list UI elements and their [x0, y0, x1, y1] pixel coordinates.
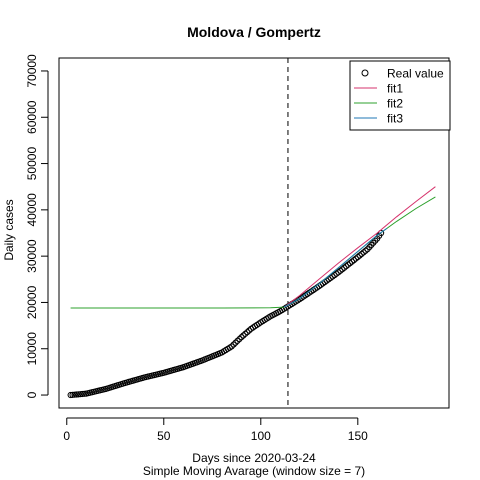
data-point-real-value: [67, 391, 74, 399]
data-point-real-value: [69, 391, 76, 398]
x-axis-label: Days since 2020-03-24: [192, 451, 316, 465]
legend-label-fit3: fit3: [387, 112, 403, 126]
data-point-real-value: [71, 391, 78, 398]
x-axis-subtitle: Simple Moving Avarage (window size = 7): [143, 464, 365, 478]
x-tick-label: 100: [251, 429, 271, 443]
data-point-real-value: [242, 330, 249, 337]
y-tick-label: 50000: [25, 147, 39, 181]
y-tick-label: 30000: [25, 239, 39, 273]
series-line-fit3: [283, 227, 388, 308]
y-tick-label: 0: [25, 391, 39, 398]
data-point-real-value: [77, 391, 84, 398]
y-tick-label: 70000: [25, 54, 39, 88]
data-point-real-value: [244, 329, 251, 336]
chart-title: Moldova / Gompertz: [187, 24, 321, 40]
legend: Real value fit1 fit2 fit3: [349, 60, 451, 131]
data-point-real-value: [75, 391, 82, 398]
data-point-real-value: [238, 334, 245, 341]
legend-marker-real-value: [361, 69, 369, 77]
data-point-real-value: [234, 337, 241, 344]
x-tick-label: 150: [348, 429, 368, 443]
data-point-real-value: [73, 391, 80, 398]
data-point-real-value: [228, 343, 235, 350]
data-point-real-value: [81, 390, 88, 397]
y-tick-label: 40000: [25, 193, 39, 227]
y-tick-label: 20000: [25, 285, 39, 319]
y-axis-label: Daily cases: [2, 199, 16, 260]
data-point-real-value: [230, 341, 237, 348]
plot-frame: [58, 57, 450, 409]
x-tick-label: 0: [63, 429, 70, 443]
legend-label-fit2: fit2: [387, 97, 403, 111]
y-tick-label: 10000: [25, 332, 39, 366]
data-point-real-value: [246, 327, 253, 334]
x-tick-label: 50: [157, 429, 171, 443]
data-point-real-value: [236, 335, 243, 343]
data-point-real-value: [79, 390, 86, 398]
data-point-real-value: [232, 339, 239, 346]
series-line-fit1: [283, 186, 436, 308]
legend-label-fit1: fit1: [387, 82, 403, 96]
plot-area: 0 50 100 150 0 10000 20000 30000 40000 50000 60000…: [25, 54, 450, 443]
data-point-real-value: [240, 332, 247, 339]
legend-label-real-value: Real value: [387, 67, 444, 81]
y-tick-label: 60000: [25, 100, 39, 134]
